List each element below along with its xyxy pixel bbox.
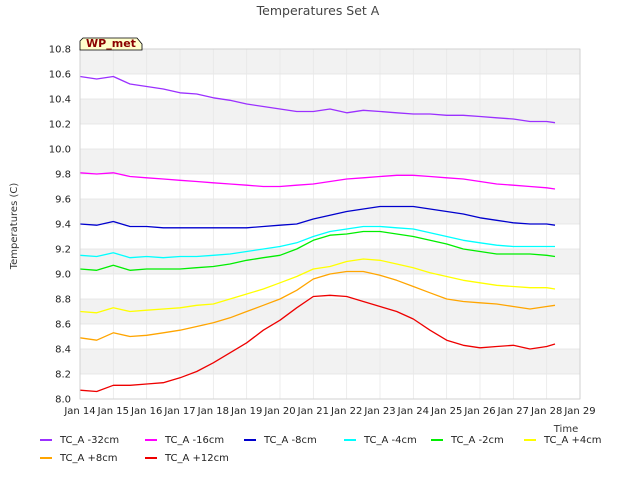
y-tick-label: 10.4 xyxy=(49,95,71,106)
y-tick-label: 8.4 xyxy=(55,345,71,356)
chart-title: Temperatures Set A xyxy=(256,3,380,18)
legend-item: TC_A -2cm xyxy=(431,435,504,446)
y-tick-label: 8.8 xyxy=(55,295,71,306)
series-line-7 xyxy=(79,270,556,341)
x-tick-label: Jan 25 xyxy=(430,406,462,417)
y-tick-label: 9.8 xyxy=(55,170,71,181)
x-axis-tick-labels: Jan 14 Jan 15 Jan 16 Jan 17 Jan 18 Jan 19 Jan … xyxy=(63,406,595,417)
x-axis-title: Time xyxy=(553,424,578,435)
y-tick-label: 9.0 xyxy=(55,270,71,281)
y-tick-label: 9.4 xyxy=(55,220,71,231)
background-band xyxy=(80,299,580,324)
legend-item: TC_A -8cm xyxy=(244,435,317,446)
series-lines xyxy=(79,75,556,393)
series-line-4 xyxy=(79,225,555,259)
background-band xyxy=(80,199,580,224)
background-band xyxy=(80,349,580,374)
legend-item: TC_A +12cm xyxy=(145,453,229,464)
legend-label: TC_A -32cm xyxy=(59,435,119,446)
series-line-3 xyxy=(79,205,556,229)
x-tick-label: Jan 23 xyxy=(363,406,395,417)
legend-item: TC_A -16cm xyxy=(145,435,224,446)
y-tick-label: 8.6 xyxy=(55,320,71,331)
plot-frame xyxy=(79,48,581,400)
legend-item: TC_A +4cm xyxy=(524,435,602,446)
background-band xyxy=(80,249,580,274)
series-line-1 xyxy=(79,75,556,124)
y-tick-label: 10.2 xyxy=(49,120,71,131)
legend-label: TC_A -8cm xyxy=(263,435,317,446)
y-tick-label: 10.6 xyxy=(49,70,71,81)
x-tick-label: Jan 27 xyxy=(497,406,529,417)
series-line-2 xyxy=(79,172,556,190)
x-tick-label: Jan 14 xyxy=(63,406,95,417)
x-tick-label: Jan 22 xyxy=(330,406,362,417)
x-tick-label: Jan 17 xyxy=(163,406,195,417)
legend-label: TC_A +8cm xyxy=(59,453,118,464)
y-tick-label: 10.8 xyxy=(49,45,71,56)
y-axis-tick-labels: 8.0 8.2 8.4 8.6 8.8 9.0 9.2 9.4 9.6 9.8 10.0 10.2 10… xyxy=(49,45,71,406)
x-tick-label: Jan 29 xyxy=(563,406,595,417)
legend-item: TC_A +8cm xyxy=(40,453,118,464)
background-band xyxy=(80,149,580,174)
y-tick-label: 9.6 xyxy=(55,195,71,206)
y-axis-title: Temperatures (C) xyxy=(9,183,20,271)
legend-label: TC_A +12cm xyxy=(164,453,229,464)
y-tick-label: 8.0 xyxy=(55,395,71,406)
x-tick-label: Jan 18 xyxy=(197,406,229,417)
y-tick-label: 8.2 xyxy=(55,370,71,381)
legend-label: TC_A +4cm xyxy=(543,435,602,446)
x-tick-label: Jan 16 xyxy=(130,406,162,417)
legend-label: TC_A -4cm xyxy=(363,435,417,446)
x-tick-label: Jan 26 xyxy=(463,406,495,417)
legend-item: TC_A -4cm xyxy=(344,435,417,446)
x-tick-label: Jan 20 xyxy=(263,406,295,417)
x-tick-label: Jan 15 xyxy=(97,406,129,417)
x-tick-label: Jan 24 xyxy=(397,406,429,417)
legend: TC_A -32cm TC_A -16cm TC_A -8cm TC_A -4cm TC… xyxy=(40,435,602,464)
badge-label: WP_met xyxy=(86,37,136,50)
wp-met-badge: WP_met xyxy=(79,37,143,51)
y-tick-label: 9.2 xyxy=(55,245,71,256)
legend-label: TC_A -16cm xyxy=(164,435,224,446)
x-tick-label: Jan 21 xyxy=(297,406,329,417)
x-tick-label: Jan 28 xyxy=(530,406,562,417)
legend-item: TC_A -32cm xyxy=(40,435,119,446)
series-line-8 xyxy=(79,294,556,393)
background-band xyxy=(80,99,580,124)
background-band xyxy=(80,49,580,74)
series-line-6 xyxy=(79,258,556,314)
y-tick-label: 10.0 xyxy=(49,145,71,156)
x-tick-label: Jan 19 xyxy=(230,406,262,417)
legend-label: TC_A -2cm xyxy=(450,435,504,446)
series-line-5 xyxy=(79,230,556,271)
